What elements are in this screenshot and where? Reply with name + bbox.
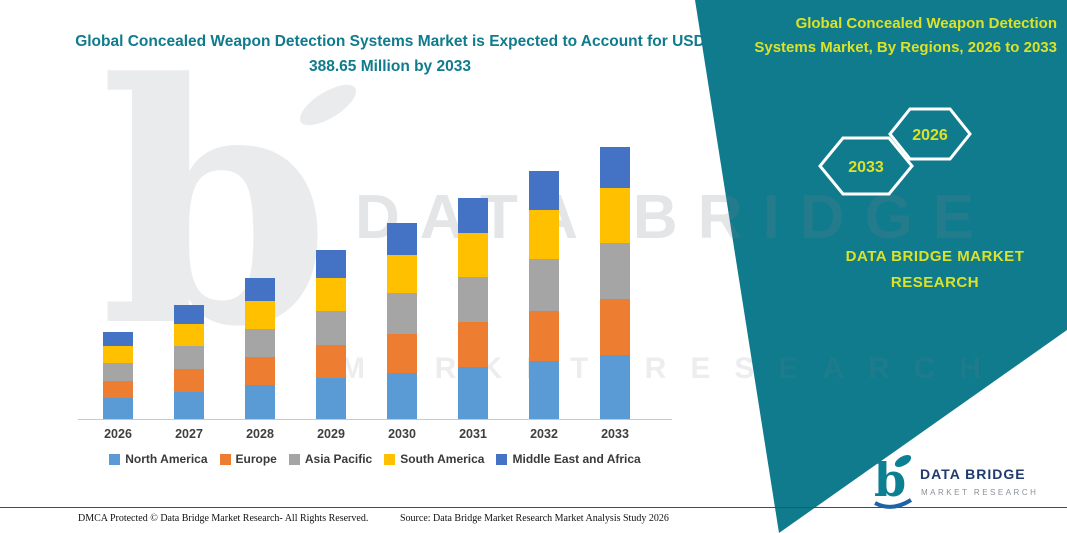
bar-segment-2030-middle-east-and-africa bbox=[387, 223, 417, 255]
hexagon-2033-outline bbox=[818, 136, 914, 196]
bar-2030 bbox=[387, 223, 417, 419]
bar-segment-2026-middle-east-and-africa bbox=[103, 331, 133, 347]
x-axis-label: 2033 bbox=[601, 427, 629, 441]
watermark-leaf-icon bbox=[293, 77, 363, 133]
bar-segment-2027-middle-east-and-africa bbox=[174, 304, 204, 324]
bar-segment-2028-middle-east-and-africa bbox=[245, 278, 275, 302]
chart-legend: North America Europe Asia Pacific South Ame… bbox=[78, 452, 672, 466]
logo-swoosh-icon bbox=[874, 498, 913, 509]
x-axis-label: 2028 bbox=[246, 427, 274, 441]
bar-segment-2033-south-america bbox=[600, 188, 630, 243]
legend-label: Middle East and Africa bbox=[512, 452, 641, 466]
hexagon-2026-label: 2026 bbox=[912, 127, 948, 144]
x-axis-label: 2026 bbox=[104, 427, 132, 441]
bar-2029 bbox=[316, 250, 346, 419]
logo-leaf-icon bbox=[894, 455, 912, 467]
bar-2027 bbox=[174, 304, 204, 419]
legend-label: Europe bbox=[235, 452, 277, 466]
banner-brand-text: DATA BRIDGE MARKET RESEARCH bbox=[845, 248, 1025, 291]
bar-segment-2033-middle-east-and-africa bbox=[600, 146, 630, 189]
bar-segment-2033-europe bbox=[600, 299, 630, 355]
bar-segment-2031-europe bbox=[458, 322, 488, 367]
bar-segment-2028-europe bbox=[245, 357, 275, 386]
stacked-bar-chart: 2026 2027 2028 2029 2030 2031 2032 2033 bbox=[78, 140, 672, 441]
bar-segment-2032-asia-pacific bbox=[529, 259, 559, 311]
bar-segment-2028-asia-pacific bbox=[245, 329, 275, 358]
legend-label: South America bbox=[400, 452, 485, 466]
bar-segment-2029-asia-pacific bbox=[316, 310, 346, 345]
x-axis-label: 2027 bbox=[175, 427, 203, 441]
footer-source: Source: Data Bridge Market Research Mark… bbox=[400, 513, 669, 524]
legend-label: Asia Pacific bbox=[304, 452, 373, 466]
bar-segment-2027-europe bbox=[174, 368, 204, 392]
legend-label: North America bbox=[125, 452, 208, 466]
bar-2032 bbox=[529, 171, 559, 419]
bar-segment-2026-north-america bbox=[103, 398, 133, 419]
legend-swatch bbox=[288, 453, 300, 465]
legend-item-middle-east-and-africa: Middle East and Africa bbox=[496, 452, 641, 466]
x-axis-label: 2029 bbox=[317, 427, 345, 441]
bar-segment-2033-north-america bbox=[600, 354, 630, 419]
bar-segment-2030-asia-pacific bbox=[387, 293, 417, 334]
legend-swatch bbox=[496, 453, 508, 465]
bar-2033 bbox=[600, 146, 630, 419]
bar-segment-2033-asia-pacific bbox=[600, 242, 630, 300]
bar-segment-2027-south-america bbox=[174, 323, 204, 347]
legend-swatch bbox=[109, 453, 121, 465]
bar-segment-2032-middle-east-and-africa bbox=[529, 171, 559, 211]
x-axis-label: 2031 bbox=[459, 427, 487, 441]
page-title: Global Concealed Weapon Detection System… bbox=[75, 33, 705, 75]
bar-segment-2029-europe bbox=[316, 344, 346, 379]
bar-segment-2027-north-america bbox=[174, 391, 204, 419]
legend-item-north-america: North America bbox=[109, 452, 208, 466]
hexagon-2033-label: 2033 bbox=[848, 159, 884, 176]
footer-divider bbox=[0, 507, 1067, 508]
legend-item-asia-pacific: Asia Pacific bbox=[288, 452, 373, 466]
legend-swatch bbox=[219, 453, 231, 465]
legend-swatch bbox=[384, 453, 396, 465]
hexagon-2026-outline bbox=[888, 107, 972, 161]
bar-segment-2031-middle-east-and-africa bbox=[458, 197, 488, 233]
bar-segment-2028-south-america bbox=[245, 301, 275, 330]
bar-segment-2029-south-america bbox=[316, 277, 346, 311]
bar-segment-2032-europe bbox=[529, 310, 559, 361]
logo-wordmark: DATA BRIDGE bbox=[920, 466, 1026, 482]
year-hexagons: 2033 2026 bbox=[818, 107, 972, 196]
bar-segment-2029-north-america bbox=[316, 378, 346, 419]
bar-segment-2027-asia-pacific bbox=[174, 346, 204, 369]
bar-segment-2031-north-america bbox=[458, 366, 488, 419]
bar-2026 bbox=[103, 331, 133, 419]
bar-segment-2029-middle-east-and-africa bbox=[316, 250, 346, 278]
bar-segment-2026-europe bbox=[103, 380, 133, 398]
bar-segment-2032-south-america bbox=[529, 210, 559, 260]
bar-segment-2026-south-america bbox=[103, 346, 133, 363]
bar-segment-2030-south-america bbox=[387, 254, 417, 294]
data-bridge-logo: b DATA BRIDGE MARKET RESEARCH bbox=[874, 453, 1038, 509]
legend-item-europe: Europe bbox=[219, 452, 277, 466]
bar-segment-2031-asia-pacific bbox=[458, 276, 488, 323]
banner-title: Global Concealed Weapon Detection System… bbox=[754, 15, 1057, 56]
bar-segment-2030-europe bbox=[387, 333, 417, 373]
bar-segment-2026-asia-pacific bbox=[103, 363, 133, 381]
bar-segment-2030-north-america bbox=[387, 372, 417, 419]
x-axis-label: 2032 bbox=[530, 427, 558, 441]
bar-2031 bbox=[458, 197, 488, 419]
bar-2028 bbox=[245, 278, 275, 419]
bar-segment-2032-north-america bbox=[529, 360, 559, 419]
logo-subtitle: MARKET RESEARCH bbox=[921, 488, 1038, 497]
legend-item-south-america: South America bbox=[384, 452, 484, 466]
bar-segment-2028-north-america bbox=[245, 385, 275, 419]
bar-segment-2031-south-america bbox=[458, 232, 488, 277]
footer-copyright: DMCA Protected © Data Bridge Market Rese… bbox=[78, 513, 369, 524]
x-axis-label: 2030 bbox=[388, 427, 416, 441]
